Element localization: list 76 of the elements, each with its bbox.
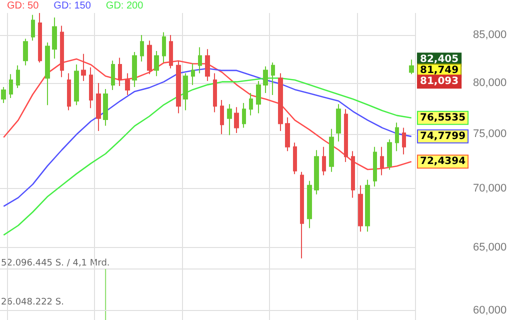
text: 81,749 [420, 65, 459, 76]
candlestick [147, 40, 152, 75]
candlestick [1, 86, 6, 104]
candlestick [103, 88, 108, 126]
candlestick [365, 179, 370, 232]
candlestick [45, 42, 50, 106]
candlestick [387, 138, 392, 170]
text: 76,5535 [420, 112, 466, 124]
text: 82,405 [420, 54, 459, 66]
candlestick [344, 108, 348, 163]
line-series [2, 68, 412, 207]
candlestick [271, 62, 275, 96]
candlestick [263, 66, 268, 94]
candlestick [140, 34, 144, 62]
text: GD: 150 [54, 0, 92, 12]
candlestick [60, 25, 64, 78]
candlestick [81, 53, 86, 82]
candlestick [162, 32, 166, 64]
candlestick [205, 48, 210, 82]
candlestick [351, 150, 355, 198]
candlestick [176, 60, 181, 114]
text: 74,7799 [420, 130, 466, 142]
annotation: 26.048.222 S. [1, 298, 64, 308]
candlestick [285, 116, 290, 152]
candlestick [242, 102, 246, 128]
y-tick-label: 65,000 [473, 241, 507, 254]
candlestick [38, 12, 42, 64]
candlestick [220, 100, 224, 135]
line-series [2, 77, 412, 236]
candlestick [96, 82, 101, 132]
candlestick [31, 14, 35, 42]
candlestick [52, 17, 57, 60]
candlestick [9, 74, 13, 98]
candlestick [278, 72, 283, 132]
candlestick [314, 150, 319, 195]
candlestick [300, 171, 304, 259]
candlestick [322, 146, 326, 176]
candlestick [191, 62, 195, 86]
candlestick [198, 46, 202, 74]
candlestick [307, 180, 312, 229]
candlestick [154, 50, 159, 77]
candlestick [249, 92, 253, 116]
candlestick [16, 64, 20, 88]
y-tick-label: 80,000 [473, 77, 507, 90]
candlestick [373, 146, 377, 187]
candlestick [89, 66, 93, 109]
text: GD: 200 [106, 0, 144, 12]
candlestick [402, 127, 406, 155]
candlestick [23, 38, 28, 66]
y-tick-label: 75,000 [473, 128, 507, 140]
candlestick [358, 184, 363, 232]
candlestick [125, 72, 130, 96]
candlestick [132, 51, 137, 88]
candlestick [169, 34, 173, 69]
candlestick [395, 122, 399, 152]
candlestick [183, 72, 188, 111]
candlestick [234, 106, 239, 134]
text: 81,093 [420, 76, 459, 88]
candlestick [118, 57, 122, 86]
candlestick [111, 60, 115, 90]
candlestick [74, 64, 79, 106]
y-tick-label: 70,000 [473, 182, 507, 195]
candlestick [336, 104, 341, 142]
candlestick [227, 104, 232, 136]
y-tick-label: 85,000 [473, 29, 507, 42]
line-series [2, 58, 412, 170]
candlestick [380, 146, 384, 176]
candlestick [409, 59, 414, 75]
text: GD: 50 [7, 0, 40, 12]
y-tick-label: 60,000 [473, 304, 507, 317]
candlestick [213, 72, 217, 113]
candlestick [67, 72, 71, 111]
text: 72,4394 [420, 156, 466, 168]
candlestick [293, 142, 297, 175]
candlestick [256, 80, 261, 114]
candlestick [329, 128, 334, 172]
